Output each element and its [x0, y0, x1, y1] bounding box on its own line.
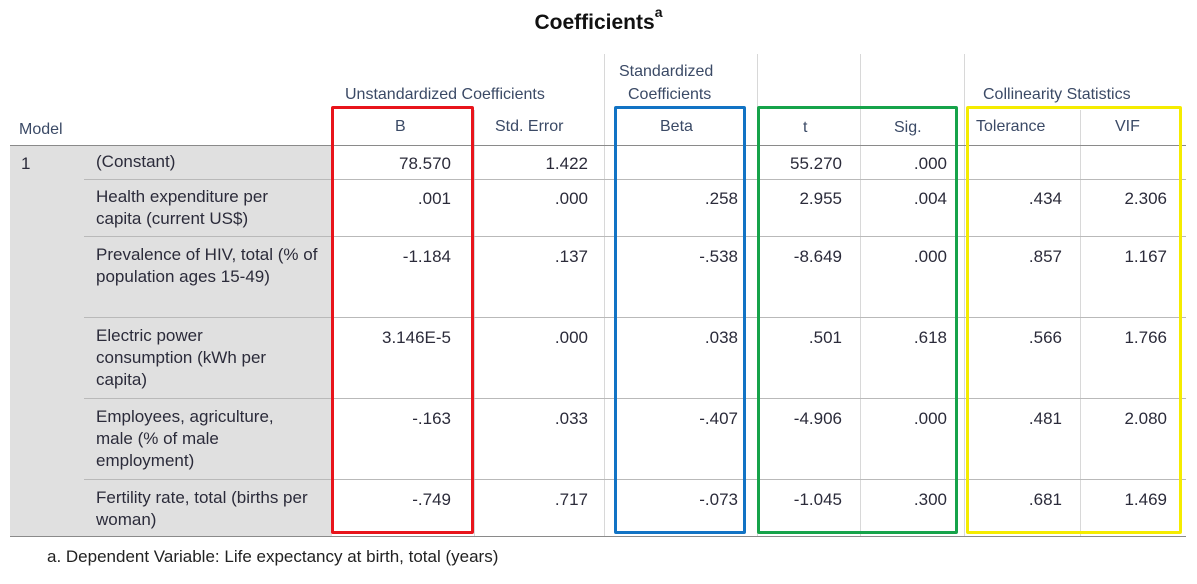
- cell-t: 2.955: [799, 189, 842, 208]
- header-bottom-rule: [10, 145, 1186, 146]
- row-rule: [84, 179, 1186, 180]
- column-divider: [964, 145, 965, 537]
- header-divider: [964, 54, 965, 145]
- header-divider: [604, 54, 605, 145]
- table-title: Coefficientsa: [0, 4, 1197, 35]
- cell-tolerance: .481: [1028, 409, 1062, 428]
- cell-t: 55.270: [790, 154, 842, 173]
- column-divider: [604, 145, 605, 537]
- row-label-background: [10, 145, 332, 537]
- row-label: Health expenditure per capita (current U…: [96, 187, 269, 228]
- cell-tolerance: .566: [1028, 328, 1062, 347]
- cell-t: -4.906: [793, 409, 842, 428]
- header-standardized-group-line2: Coefficients: [628, 86, 712, 103]
- row-rule: [84, 398, 1186, 399]
- header-divider: [474, 110, 475, 145]
- cell-b: 78.570: [399, 154, 451, 173]
- footnote: a. Dependent Variable: Life expectancy a…: [47, 547, 499, 566]
- cell-b: -.163: [412, 409, 451, 428]
- row-label: (Constant): [96, 152, 176, 171]
- row-rule: [84, 236, 1186, 237]
- header-divider: [1080, 110, 1081, 145]
- cell-b: 3.146E-5: [382, 328, 451, 347]
- highlight-box-b-column: [331, 106, 474, 534]
- header-divider: [860, 54, 861, 145]
- header-beta: Beta: [660, 118, 693, 135]
- row-label: Electric power consumption (kWh per capi…: [96, 326, 267, 389]
- cell-sig: .618: [913, 328, 947, 347]
- cell-b: .001: [417, 189, 451, 208]
- cell-vif: 1.167: [1124, 247, 1167, 266]
- column-divider: [474, 145, 475, 537]
- cell-std-error: .000: [554, 189, 588, 208]
- cell-std-error: 1.422: [545, 154, 588, 173]
- header-b: B: [395, 118, 406, 135]
- cell-beta: -.407: [699, 409, 738, 428]
- row-label: Employees, agriculture, male (% of male …: [96, 407, 274, 470]
- header-sig: Sig.: [894, 119, 922, 136]
- cell-beta: .258: [704, 189, 738, 208]
- table-title-text: Coefficients: [534, 11, 655, 34]
- cell-tolerance: .857: [1028, 247, 1062, 266]
- header-tolerance: Tolerance: [976, 118, 1046, 135]
- cell-std-error: .717: [554, 490, 588, 509]
- highlight-box-collinearity-columns: [966, 106, 1182, 534]
- cell-sig: .000: [913, 154, 947, 173]
- header-unstandardized-group: Unstandardized Coefficients: [345, 86, 545, 103]
- cell-std-error: .033: [554, 409, 588, 428]
- header-collinearity-group: Collinearity Statistics: [983, 86, 1131, 103]
- cell-std-error: .000: [554, 328, 588, 347]
- cell-tolerance: .434: [1028, 189, 1062, 208]
- cell-beta: -.073: [699, 490, 738, 509]
- cell-sig: .000: [913, 409, 947, 428]
- header-standardized-group-line1: Standardized: [619, 63, 714, 80]
- cell-vif: 1.766: [1124, 328, 1167, 347]
- header-t: t: [803, 119, 808, 136]
- header-divider: [757, 54, 758, 145]
- cell-std-error: .137: [554, 247, 588, 266]
- cell-sig: .004: [913, 189, 947, 208]
- row-label: Prevalence of HIV, total (% of populatio…: [96, 245, 318, 286]
- cell-t: -8.649: [793, 247, 842, 266]
- cell-t: -1.045: [793, 490, 842, 509]
- cell-tolerance: .681: [1028, 490, 1062, 509]
- highlight-box-t-sig-columns: [757, 106, 958, 534]
- model-number: 1: [21, 154, 31, 173]
- cell-b: -1.184: [402, 247, 451, 266]
- cell-beta: .038: [704, 328, 738, 347]
- cell-t: .501: [808, 328, 842, 347]
- cell-sig: .300: [913, 490, 947, 509]
- header-model: Model: [19, 121, 63, 138]
- row-rule: [84, 479, 1186, 480]
- cell-beta: -.538: [699, 247, 738, 266]
- table-bottom-rule: [10, 536, 1186, 537]
- cell-vif: 2.080: [1124, 409, 1167, 428]
- title-footnote-marker: a: [654, 4, 663, 20]
- row-label: Fertility rate, total (births per woman): [96, 488, 308, 529]
- row-rule: [84, 317, 1186, 318]
- cell-b: -.749: [412, 490, 451, 509]
- cell-vif: 2.306: [1124, 189, 1167, 208]
- highlight-box-beta-column: [614, 106, 746, 534]
- cell-vif: 1.469: [1124, 490, 1167, 509]
- column-divider: [860, 145, 861, 537]
- header-vif: VIF: [1115, 118, 1140, 135]
- cell-sig: .000: [913, 247, 947, 266]
- header-std-error: Std. Error: [495, 118, 564, 135]
- column-divider: [1080, 145, 1081, 537]
